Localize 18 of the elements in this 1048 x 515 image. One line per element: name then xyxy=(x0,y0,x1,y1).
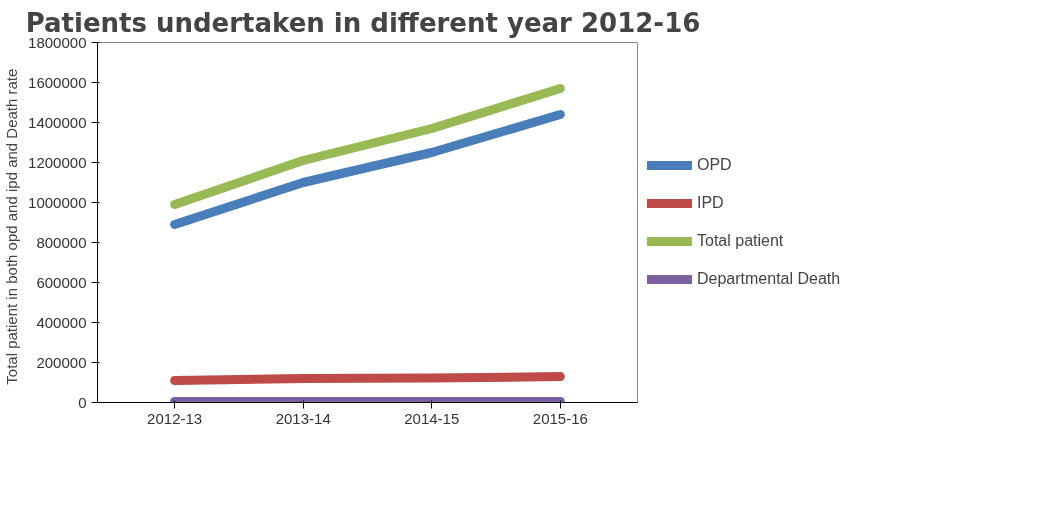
y-axis-title: Total patient in both opd and ipd and Death rate xyxy=(3,68,21,385)
y-tick-label: 1000000 xyxy=(28,193,87,211)
y-tick-label: 1600000 xyxy=(28,73,87,91)
legend-label: Total patient xyxy=(697,232,784,250)
y-tick-label: 600000 xyxy=(36,273,87,291)
x-tick-label: 2014-15 xyxy=(404,409,460,427)
x-tick-label: 2012-13 xyxy=(147,409,203,427)
y-tick-label: 1400000 xyxy=(28,113,87,131)
y-tick-label: 800000 xyxy=(36,233,87,251)
y-tick-label: 200000 xyxy=(36,353,87,371)
y-tick-label: 1200000 xyxy=(28,153,87,171)
y-tick-label: 0 xyxy=(78,393,87,411)
legend-label: Departmental Death xyxy=(697,270,841,288)
legend-label: IPD xyxy=(697,194,724,212)
x-tick-label: 2015-16 xyxy=(532,409,588,427)
y-tick-label: 400000 xyxy=(36,313,87,331)
legend-label: OPD xyxy=(697,156,732,174)
x-tick-label: 2013-14 xyxy=(275,409,331,427)
